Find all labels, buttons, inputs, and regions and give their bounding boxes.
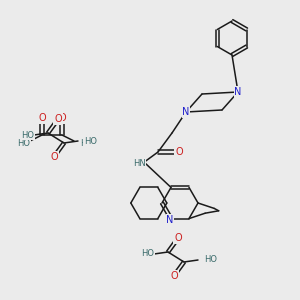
Text: HO: HO: [80, 139, 93, 148]
Text: N: N: [234, 87, 242, 97]
Text: HO: HO: [142, 250, 154, 259]
Text: O: O: [170, 271, 178, 281]
Text: HO: HO: [204, 256, 217, 265]
Text: N: N: [182, 107, 190, 117]
Text: O: O: [50, 152, 58, 162]
Text: O: O: [174, 233, 182, 243]
Text: O: O: [54, 114, 62, 124]
Text: HO: HO: [84, 136, 97, 146]
Text: HO: HO: [17, 139, 31, 148]
Text: O: O: [38, 113, 46, 123]
Text: HO: HO: [22, 130, 34, 140]
Text: HN: HN: [133, 158, 146, 167]
Text: O: O: [58, 113, 66, 123]
Text: N: N: [166, 214, 174, 225]
Text: O: O: [175, 147, 183, 157]
